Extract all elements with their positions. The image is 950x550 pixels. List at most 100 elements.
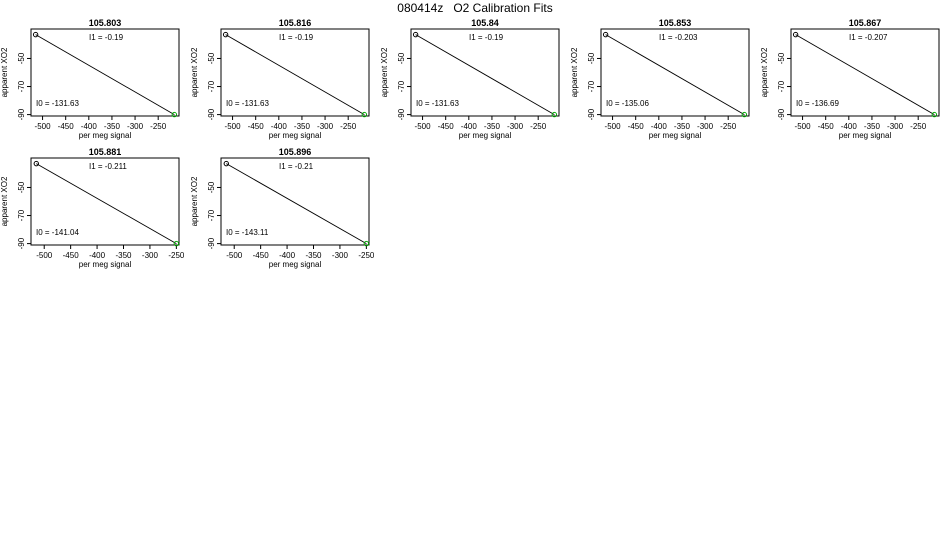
- x-tick-label: -400: [81, 122, 98, 131]
- x-tick-label: -400: [89, 251, 106, 260]
- y-tick-label: -90: [17, 108, 26, 120]
- fit-line: [415, 34, 555, 115]
- x-tick-label: -300: [507, 122, 524, 131]
- x-tick-label: -450: [818, 122, 835, 131]
- y-tick-label: -90: [207, 237, 216, 249]
- y-axis-label: apparent XO2: [190, 176, 199, 226]
- x-axis-label: per meg signal: [79, 131, 132, 140]
- x-axis-label: per meg signal: [459, 131, 512, 140]
- intercept-annotation: I0 = -131.63: [226, 99, 269, 108]
- x-tick-label: -300: [127, 122, 144, 131]
- intercept-annotation: I0 = -136.69: [796, 99, 839, 108]
- plot-frame: [410, 28, 560, 117]
- x-tick-label: -250: [910, 122, 927, 131]
- x-tick-label: -250: [340, 122, 357, 131]
- y-tick-label: -90: [777, 108, 786, 120]
- fit-line: [605, 34, 745, 115]
- y-tick-label: -70: [17, 80, 26, 92]
- x-tick-label: -400: [279, 251, 296, 260]
- intercept-annotation: I0 = -131.63: [36, 99, 79, 108]
- x-tick-label: -300: [697, 122, 714, 131]
- data-point: [171, 111, 178, 118]
- x-tick-label: -350: [294, 122, 311, 131]
- plot-frame: [600, 28, 750, 117]
- x-tick-label: -500: [795, 122, 812, 131]
- y-tick-label: -70: [587, 80, 596, 92]
- data-point: [33, 160, 39, 167]
- x-tick-label: -300: [142, 251, 159, 260]
- y-axis-label: apparent XO2: [190, 47, 199, 97]
- x-tick-label: -500: [225, 122, 242, 131]
- intercept-annotation: I0 = -135.06: [606, 99, 649, 108]
- x-tick-label: -450: [253, 251, 270, 260]
- x-tick-label: -300: [887, 122, 904, 131]
- y-tick-label: -70: [397, 80, 406, 92]
- x-tick-label: -500: [605, 122, 622, 131]
- plot-frame: [220, 157, 370, 246]
- y-axis-label: apparent XO2: [570, 47, 579, 97]
- slope-annotation: I1 = -0.19: [279, 33, 314, 42]
- calibration-panel-1: 105.803 -500 -450 -400 -350 -300 -250 -50 -70 -90…: [0, 18, 180, 140]
- x-tick-label: -350: [104, 122, 121, 131]
- y-tick-label: -50: [17, 181, 26, 193]
- fit-line: [226, 163, 367, 244]
- data-point: [551, 111, 558, 118]
- panel-title: 105.896: [279, 147, 312, 157]
- y-tick-label: -70: [207, 209, 216, 221]
- x-tick-label: -450: [248, 122, 265, 131]
- x-axis-label: per meg signal: [269, 131, 322, 140]
- slope-annotation: I1 = -0.207: [849, 33, 888, 42]
- panel-title: 105.881: [89, 147, 122, 157]
- x-axis-label: per meg signal: [839, 131, 892, 140]
- x-tick-label: -350: [305, 251, 322, 260]
- fit-line: [795, 34, 935, 115]
- data-point: [741, 111, 748, 118]
- y-tick-label: -90: [207, 108, 216, 120]
- slope-annotation: I1 = -0.19: [89, 33, 124, 42]
- x-tick-label: -350: [115, 251, 132, 260]
- x-tick-label: -400: [651, 122, 668, 131]
- calibration-panel-7: 105.896 -500 -450 -400 -350 -300 -250 -50 -70 -90…: [190, 147, 375, 269]
- x-tick-label: -450: [58, 122, 75, 131]
- calibration-panel-5: 105.867 -500 -450 -400 -350 -300 -250 -50 -70 -90…: [760, 18, 940, 140]
- y-axis-label: apparent XO2: [760, 47, 769, 97]
- x-tick-label: -500: [35, 122, 52, 131]
- intercept-annotation: I0 = -143.11: [226, 228, 269, 237]
- plot-frame: [790, 28, 940, 117]
- y-tick-label: -90: [17, 237, 26, 249]
- calibration-panel-3: 105.84 -500 -450 -400 -350 -300 -250 -50 -70 -90 p…: [380, 18, 560, 140]
- calibration-panel-6: 105.881 -500 -450 -400 -350 -300 -250 -50 -70 -90…: [0, 147, 185, 269]
- y-tick-label: -90: [587, 108, 596, 120]
- fit-line: [35, 34, 175, 115]
- x-tick-label: -500: [36, 251, 53, 260]
- x-tick-label: -250: [358, 251, 375, 260]
- x-tick-label: -500: [226, 251, 243, 260]
- intercept-annotation: I0 = -141.04: [36, 228, 79, 237]
- x-axis-label: per meg signal: [269, 260, 322, 269]
- data-point: [361, 111, 368, 118]
- y-tick-label: -50: [587, 52, 596, 64]
- plot-frame: [220, 28, 370, 117]
- panel-title: 105.853: [659, 18, 692, 28]
- panel-title: 105.867: [849, 18, 882, 28]
- slope-annotation: I1 = -0.211: [89, 162, 127, 171]
- x-tick-label: -450: [628, 122, 645, 131]
- panel-title: 105.816: [279, 18, 312, 28]
- y-tick-label: -70: [207, 80, 216, 92]
- y-tick-label: -50: [777, 52, 786, 64]
- y-tick-label: -50: [17, 52, 26, 64]
- data-point: [32, 31, 39, 38]
- x-tick-label: -250: [150, 122, 167, 131]
- data-point: [602, 31, 609, 38]
- y-axis-label: apparent XO2: [0, 47, 9, 97]
- intercept-annotation: I0 = -131.63: [416, 99, 459, 108]
- x-tick-label: -450: [438, 122, 455, 131]
- data-point: [223, 160, 229, 167]
- panel-title: 105.84: [471, 18, 499, 28]
- calibration-panel-4: 105.853 -500 -450 -400 -350 -300 -250 -50 -70 -90…: [570, 18, 750, 140]
- y-axis-label: apparent XO2: [0, 176, 9, 226]
- fit-line: [36, 163, 177, 244]
- y-tick-label: -70: [17, 209, 26, 221]
- x-tick-label: -250: [720, 122, 737, 131]
